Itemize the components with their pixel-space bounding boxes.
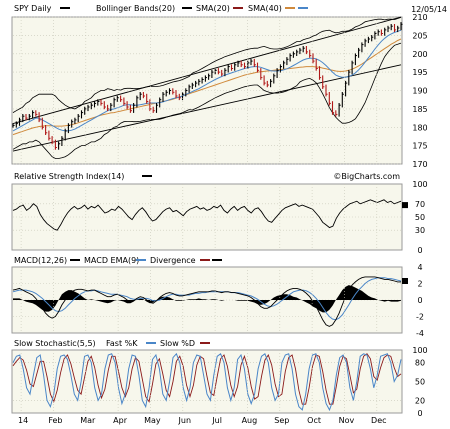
price-ytick-0: 210 [412,13,427,22]
stoch-plot-bg [11,349,403,414]
price-panel: SPY Daily Bollinger Bands(20) SMA(20) SM… [11,4,428,169]
stoch-ytick-3: 20 [415,396,425,405]
sma20-line [12,29,402,132]
macd-ytick-3: -2 [416,313,424,322]
price-ytick-8: 170 [412,160,427,169]
bollinger-upper [12,17,402,113]
price-ytick-2: 200 [412,50,427,59]
rsi-ytick-4: 0 [417,246,422,255]
rsi-last-marker [402,202,408,209]
xtick-5: Jun [178,416,192,425]
stoch-legend-label-2: Slow %D [160,339,195,348]
price-legend-label-0: SPY Daily [14,4,52,13]
macd-line [12,276,401,327]
macd-ytick-4: -4 [416,329,424,338]
rsi-legend-label-0: Relative Strength Index(14) [14,172,124,181]
price-ytick-7: 175 [412,142,427,151]
xtick-8: Sep [274,416,289,425]
price-ytick-4: 190 [412,87,427,96]
xtick-3: Apr [113,416,128,425]
macd-ytick-0: 4 [417,263,422,272]
stoch-legend-label-0: Slow Stochastic(5,5) [14,339,96,348]
price-legend-label-2: SMA(20) [196,4,230,13]
xtick-4: May [144,416,161,425]
watermark: ©BigCharts.com [333,172,400,181]
rsi-panel: Relative Strength Index(14) ©BigCharts.c… [11,172,428,255]
macd-panel: MACD(12,26) MACD EMA(9) Divergence 4 2 0 -2… [11,256,424,338]
price-legend-label-3: SMA(40) [248,4,282,13]
macd-ytick-1: 2 [417,280,422,289]
xtick-1: Feb [48,416,62,425]
macd-legend-label-0: MACD(12,26) [14,256,67,265]
channel-upper [12,16,402,125]
stoch-k-line [12,352,402,412]
price-ytick-5: 185 [412,105,427,114]
stoch-ytick-4: 0 [417,409,422,418]
sma40-line [12,38,402,136]
stoch-d-line [12,353,402,405]
rsi-ytick-1: 70 [415,200,425,209]
rsi-ytick-0: 100 [412,180,427,189]
rsi-line [12,199,402,231]
price-legend-label-1: Bollinger Bands(20) [96,4,175,13]
macd-last-marker [402,278,408,284]
xtick-10: Nov [339,416,355,425]
xtick-6: Jul [211,416,222,425]
stoch-ytick-1: 80 [415,359,425,368]
xtick-2: Mar [80,416,96,425]
price-ytick-3: 195 [412,68,427,77]
xtick-0: 14 [18,416,28,425]
rsi-ytick-3: 30 [415,226,425,235]
macd-ytick-2: 0 [417,296,422,305]
price-ytick-6: 180 [412,123,427,132]
macd-legend-label-2: Divergence [150,256,196,265]
stoch-legend-label-1: Fast %K [106,339,138,348]
stoch-panel: Slow Stochastic(5,5) Fast %K Slow %D 100… [11,339,428,418]
stoch-ytick-0: 100 [412,346,427,355]
channel-lower [12,64,402,152]
xtick-9: Oct [307,416,321,425]
chart-date: 12/05/14 [411,5,447,14]
macd-divergence [13,285,401,313]
price-ytick-1: 205 [412,31,427,40]
rsi-ytick-2: 50 [415,213,425,222]
macd-legend-label-1: MACD EMA(9) [84,256,139,265]
xtick-7: Aug [242,416,258,425]
bollinger-lower [12,42,402,159]
stoch-ytick-2: 50 [415,378,425,387]
xtick-11: Dec [371,416,386,425]
